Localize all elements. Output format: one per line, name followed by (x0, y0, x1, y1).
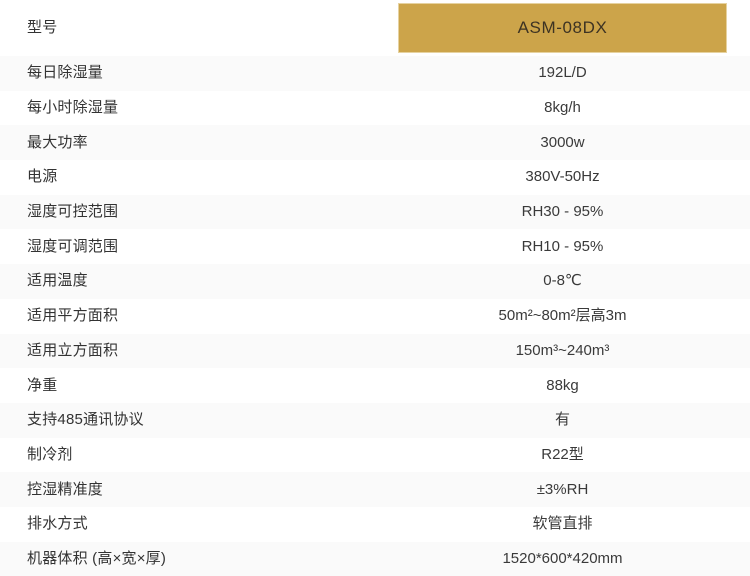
spec-value: 8kg/h (544, 99, 581, 117)
spec-label: 适用平方面积 (27, 307, 119, 325)
table-row: 每小时除湿量 8kg/h (0, 90, 750, 126)
spec-value: 软管直排 (532, 515, 593, 533)
spec-value: 88kg (546, 376, 579, 394)
model-badge: ASM-08DX (398, 3, 727, 53)
table-row: 适用平方面积 50m²~80m²层高3m (0, 298, 750, 334)
spec-label: 湿度可调范围 (27, 237, 119, 255)
spec-label: 每小时除湿量 (27, 99, 119, 117)
spec-label: 最大功率 (27, 133, 88, 151)
spec-label: 每日除湿量 (27, 64, 104, 82)
spec-value: 3000w (540, 133, 585, 151)
spec-value: 0-8℃ (543, 272, 582, 290)
table-row: 型号 ASM-08DX (0, 0, 750, 56)
table-row: 适用立方面积 150m³~240m³ (0, 333, 750, 369)
table-row: 每日除湿量 192L/D (0, 56, 750, 91)
table-row: 支持485通讯协议 有 (0, 402, 750, 438)
spec-value: R22型 (541, 445, 584, 463)
table-row: 湿度可调范围 RH10 - 95% (0, 229, 750, 265)
spec-value: 380V-50Hz (525, 168, 600, 186)
spec-value: 50m²~80m²层高3m (498, 307, 627, 325)
spec-value: ±3%RH (536, 480, 589, 498)
table-row: 制冷剂 R22型 (0, 437, 750, 473)
spec-label: 排水方式 (27, 515, 88, 533)
table-row: 适用温度 0-8℃ (0, 264, 750, 299)
spec-label: 控湿精准度 (27, 480, 104, 498)
spec-value: RH10 - 95% (521, 237, 604, 255)
spec-label: 制冷剂 (27, 445, 73, 463)
spec-label: 支持485通讯协议 (27, 411, 144, 429)
spec-value: 150m³~240m³ (515, 341, 610, 359)
table-row: 湿度可控范围 RH30 - 95% (0, 194, 750, 230)
spec-value: 192L/D (538, 64, 587, 82)
table-row: 净重 88kg (0, 368, 750, 403)
table-row: 控湿精准度 ±3%RH (0, 472, 750, 507)
spec-label: 湿度可控范围 (27, 203, 119, 221)
table-row: 电源 380V-50Hz (0, 160, 750, 195)
table-row: 最大功率 3000w (0, 125, 750, 161)
spec-value: 有 (554, 411, 570, 429)
spec-value: RH30 - 95% (521, 203, 604, 221)
spec-label: 电源 (27, 168, 58, 186)
spec-label: 净重 (27, 376, 58, 394)
table-row: 排水方式 软管直排 (0, 506, 750, 542)
spec-label: 适用温度 (27, 272, 88, 290)
table-row: 机器体积 (高×宽×厚) 1520*600*420mm (0, 541, 750, 576)
spec-label: 适用立方面积 (27, 341, 119, 359)
spec-value: 1520*600*420mm (502, 549, 623, 567)
spec-label: 机器体积 (高×宽×厚) (27, 549, 167, 567)
spec-label: 型号 (27, 19, 58, 36)
spec-value-model: ASM-08DX (398, 3, 750, 53)
